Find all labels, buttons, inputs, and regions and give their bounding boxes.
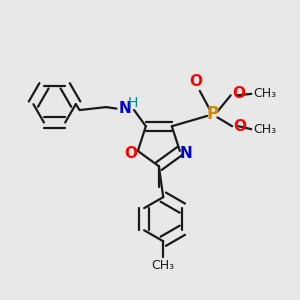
Text: O: O — [232, 86, 245, 101]
Text: N: N — [180, 146, 193, 161]
Text: CH₃: CH₃ — [253, 87, 276, 101]
Text: H: H — [128, 96, 138, 110]
Text: O: O — [124, 146, 137, 161]
Text: O: O — [189, 74, 202, 88]
Text: CH₃: CH₃ — [253, 123, 276, 136]
Text: O: O — [234, 119, 247, 134]
Text: N: N — [119, 101, 132, 116]
Text: CH₃: CH₃ — [152, 259, 175, 272]
Text: P: P — [207, 106, 219, 124]
